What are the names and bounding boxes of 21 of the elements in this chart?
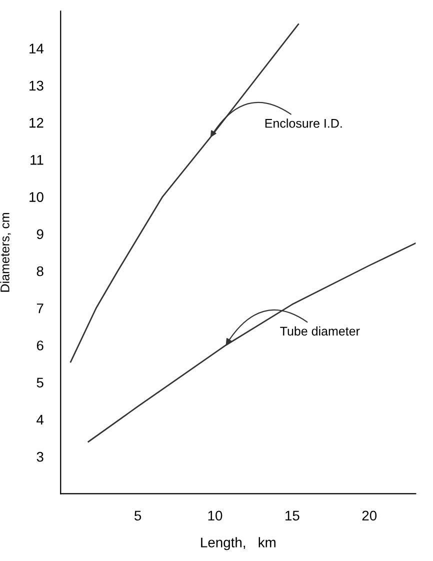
y-tick-label: 10 <box>30 192 44 202</box>
x-tick-label: 15 <box>286 510 300 521</box>
annotation: Enclosure I.D. <box>265 118 342 128</box>
y-tick-label: 6 <box>36 340 44 350</box>
y-axis-title: Diameters, cm <box>0 212 11 292</box>
x-axis-title: Length, km <box>201 537 276 550</box>
y-tick-label: 11 <box>30 155 44 165</box>
y-tick-label: 12 <box>30 118 44 128</box>
x-tick-label: 20 <box>362 510 377 521</box>
y-tick-label: 13 <box>30 80 44 91</box>
y-tick-label: 4 <box>36 414 44 424</box>
annotation: Tube diameter <box>280 326 360 336</box>
y-tick-label: 14 <box>30 44 44 54</box>
x-tick-label: 10 <box>208 510 222 521</box>
y-tick-label: 8 <box>36 266 44 276</box>
y-tick-label: 5 <box>36 378 44 388</box>
y-tick-label: 3 <box>36 452 44 462</box>
x-tick-label: 5 <box>134 510 142 521</box>
y-tick-label: 7 <box>36 304 44 314</box>
y-tick-label: 9 <box>36 229 44 240</box>
line-series <box>88 242 416 442</box>
